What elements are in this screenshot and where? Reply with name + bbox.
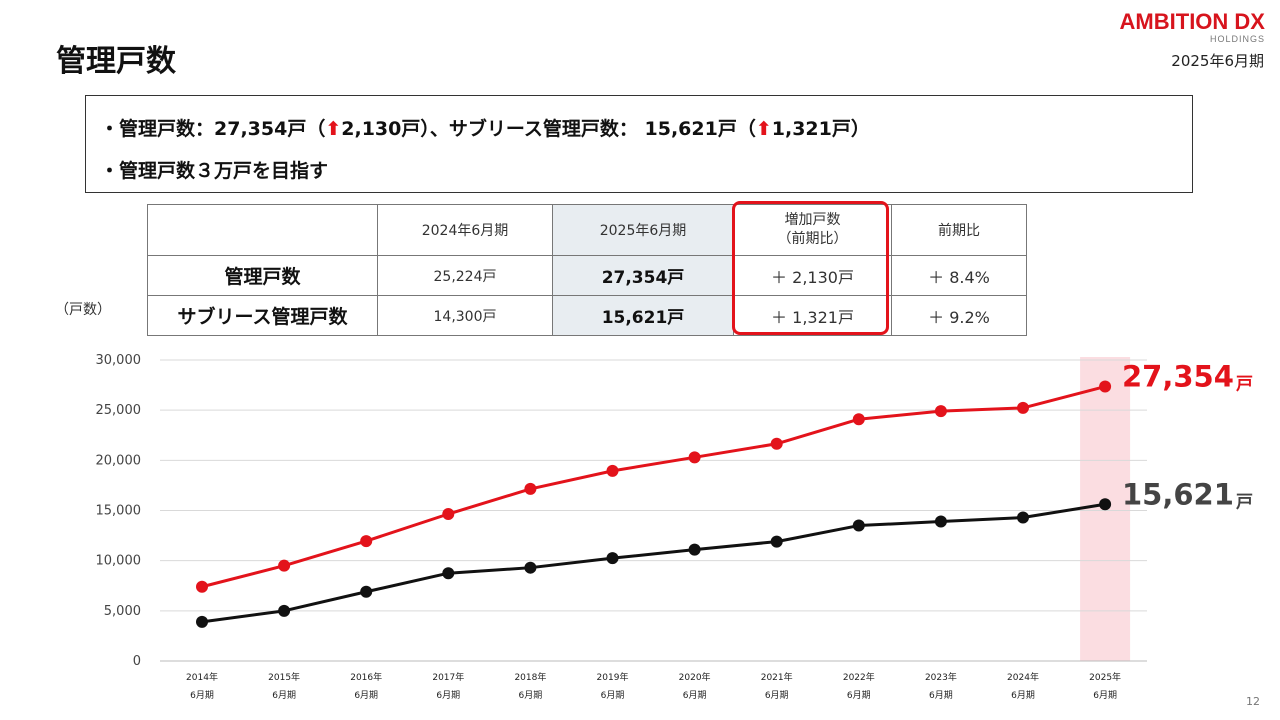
y-tick-label: 30,000 bbox=[96, 353, 142, 368]
y-tick-label: 10,000 bbox=[96, 554, 142, 569]
table-header-row: 2024年6月期 2025年6月期 増加戸数 （前期比） 前期比 bbox=[147, 204, 1027, 256]
data-point bbox=[1099, 498, 1112, 511]
x-tick-label-sub: 6月期 bbox=[847, 690, 871, 701]
x-tick-label: 2025年 bbox=[1089, 671, 1121, 683]
x-tick-label-sub: 6月期 bbox=[1093, 690, 1117, 701]
data-point bbox=[852, 519, 865, 532]
summary-box: ・管理戸数：27,354戸（⬆2,130戸）、サブリース管理戸数： 15,621… bbox=[85, 95, 1193, 193]
data-point bbox=[770, 437, 783, 450]
x-tick-label: 2018年 bbox=[514, 671, 546, 683]
data-point bbox=[688, 451, 701, 464]
x-tick-label: 2022年 bbox=[843, 671, 875, 683]
data-point bbox=[606, 464, 619, 477]
up-arrow-icon: ⬆ bbox=[755, 118, 772, 140]
row-label: 管理戸数 bbox=[147, 255, 378, 296]
data-point bbox=[196, 615, 208, 628]
x-tick-label-sub: 6月期 bbox=[436, 690, 460, 701]
data-point bbox=[688, 543, 701, 556]
summary-text-b: 2,130戸）、サブリース管理戸数： 15,621戸（ bbox=[341, 118, 756, 140]
end-value-unit: 戸 bbox=[1236, 375, 1253, 395]
end-value-label: 27,354 bbox=[1122, 360, 1234, 394]
data-point bbox=[278, 604, 291, 617]
y-tick-label: 20,000 bbox=[96, 453, 142, 468]
up-arrow-icon: ⬆ bbox=[325, 118, 342, 140]
data-point bbox=[278, 559, 291, 572]
increase-highlight-box bbox=[732, 201, 889, 335]
x-tick-label: 2016年 bbox=[350, 671, 382, 683]
table-header-curr: 2025年6月期 bbox=[552, 204, 734, 256]
x-tick-label: 2023年 bbox=[925, 671, 957, 683]
x-tick-label: 2014年 bbox=[186, 671, 218, 683]
x-tick-label: 2020年 bbox=[679, 671, 711, 683]
increase-header-sub: （前期比） bbox=[777, 231, 848, 247]
data-point bbox=[1099, 380, 1112, 393]
data-point bbox=[442, 508, 455, 521]
x-tick-label: 2017年 bbox=[432, 671, 464, 683]
data-point bbox=[1017, 511, 1029, 524]
data-point bbox=[360, 535, 373, 548]
data-point bbox=[606, 552, 619, 565]
row-prev-value: 14,300戸 bbox=[377, 295, 553, 336]
row-increase-value: ＋ 1,321戸 bbox=[733, 295, 892, 336]
x-tick-label-sub: 6月期 bbox=[354, 690, 378, 701]
data-point bbox=[524, 482, 537, 495]
data-point bbox=[196, 580, 208, 593]
y-axis-unit-label: （戸数） bbox=[55, 302, 111, 318]
data-point bbox=[360, 585, 373, 598]
data-point bbox=[934, 405, 947, 418]
x-tick-label-sub: 6月期 bbox=[190, 690, 214, 701]
table-header-ratio: 前期比 bbox=[891, 204, 1027, 256]
summary-line-2: ・管理戸数３万戸を目指す bbox=[100, 160, 329, 182]
page-title: 管理戸数 bbox=[56, 44, 176, 79]
data-point bbox=[524, 561, 537, 574]
x-tick-label-sub: 6月期 bbox=[683, 690, 707, 701]
x-tick-label-sub: 6月期 bbox=[519, 690, 543, 701]
data-point bbox=[770, 535, 783, 548]
x-tick-label-sub: 6月期 bbox=[929, 690, 953, 701]
x-tick-label-sub: 6月期 bbox=[272, 690, 296, 701]
x-tick-label: 2019年 bbox=[597, 671, 629, 683]
x-tick-label: 2021年 bbox=[761, 671, 793, 683]
data-point bbox=[1017, 401, 1029, 414]
data-point bbox=[934, 515, 947, 528]
table-row: サブリース管理戸数 14,300戸 15,621戸 ＋ 1,321戸 ＋ 9.2… bbox=[147, 295, 1027, 336]
x-tick-label: 2015年 bbox=[268, 671, 300, 683]
row-ratio-value: ＋ 9.2% bbox=[891, 295, 1027, 336]
summary-text-c: 1,321戸） bbox=[771, 118, 870, 140]
y-tick-label: 0 bbox=[133, 654, 141, 669]
comparison-table: 2024年6月期 2025年6月期 増加戸数 （前期比） 前期比 管理戸数 25… bbox=[147, 204, 1027, 336]
y-tick-label: 15,000 bbox=[96, 504, 142, 519]
row-prev-value: 25,224戸 bbox=[377, 255, 553, 296]
logo-sub-text: HOLDINGS bbox=[1209, 34, 1265, 44]
fiscal-period: 2025年6月期 bbox=[1171, 52, 1264, 70]
summary-text-a: ・管理戸数：27,354戸（ bbox=[100, 118, 326, 140]
end-value-unit: 戸 bbox=[1236, 492, 1253, 512]
y-tick-label: 25,000 bbox=[96, 403, 142, 418]
series-line bbox=[201, 502, 1106, 624]
x-tick-label-sub: 6月期 bbox=[601, 690, 625, 701]
y-tick-label: 5,000 bbox=[104, 604, 141, 619]
x-tick-label-sub: 6月期 bbox=[765, 690, 789, 701]
company-logo: AMBITION DX HOLDINGS bbox=[1119, 9, 1265, 45]
table-header-increase: 増加戸数 （前期比） bbox=[733, 204, 892, 256]
logo-main-text: AMBITION DX bbox=[1119, 9, 1265, 34]
summary-line-1: ・管理戸数：27,354戸（⬆2,130戸）、サブリース管理戸数： 15,621… bbox=[100, 114, 870, 141]
series-line bbox=[201, 385, 1106, 589]
row-curr-value: 15,621戸 bbox=[552, 295, 734, 336]
increase-header-label: 増加戸数 bbox=[784, 212, 841, 228]
data-point bbox=[852, 413, 865, 426]
page-number: 12 bbox=[1246, 695, 1260, 708]
data-point bbox=[442, 567, 455, 580]
x-tick-label: 2024年 bbox=[1007, 671, 1039, 683]
row-ratio-value: ＋ 8.4% bbox=[891, 255, 1027, 296]
row-label: サブリース管理戸数 bbox=[147, 295, 378, 336]
end-value-label: 15,621 bbox=[1122, 477, 1234, 511]
x-tick-label-sub: 6月期 bbox=[1011, 690, 1035, 701]
